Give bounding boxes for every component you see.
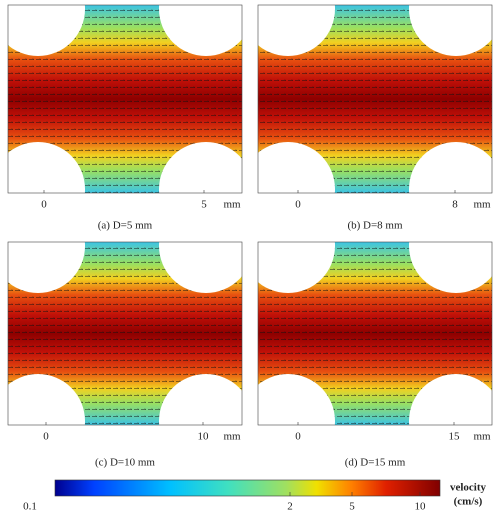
obstacle	[258, 5, 335, 56]
obstacle	[159, 5, 242, 56]
tick-label: 0	[43, 431, 49, 443]
panel: 0 5 mm (a) D=5 mm	[7, 4, 243, 232]
obstacle	[8, 5, 85, 56]
obstacle	[409, 142, 492, 193]
tick-label: 0	[41, 199, 47, 211]
panel-frame	[7, 241, 243, 426]
flow-field	[258, 5, 492, 193]
obstacle	[409, 374, 492, 425]
obstacle	[159, 242, 242, 293]
panel: 0 10 mm (c) D=10 mm	[7, 241, 243, 469]
obstacle	[8, 242, 85, 293]
obstacle	[258, 142, 335, 193]
obstacle	[258, 242, 335, 293]
panel-frame	[257, 241, 493, 426]
obstacle	[409, 242, 492, 293]
panel-frame	[257, 4, 493, 194]
flow-field	[8, 5, 242, 193]
obstacle	[409, 5, 492, 56]
colorbar: 0.1 2 5 10 velocity (cm/s)	[23, 479, 487, 513]
obstacle	[258, 374, 335, 425]
tick-label: 0	[295, 431, 301, 443]
obstacle	[8, 142, 85, 193]
caption: (b) D=8 mm	[347, 220, 403, 232]
panels: 0 5 mm (a) D=5 mm 0 8 mm (b) D=8 mm 0 10 mm (c) D=1…	[7, 4, 493, 469]
unit-label: mm	[223, 431, 241, 443]
caption: (d) D=15 mm	[345, 457, 406, 469]
tick-label: 15	[449, 431, 461, 443]
colorbar-label: velocity	[450, 482, 487, 494]
panel: 0 8 mm (b) D=8 mm	[257, 4, 493, 232]
colorbar-tick-label: 2	[287, 501, 293, 513]
tick-label: 10	[198, 431, 210, 443]
tick-label: 8	[452, 199, 458, 211]
panel: 0 15 mm (d) D=15 mm	[257, 241, 493, 469]
panel-frame	[7, 4, 243, 194]
unit-label: mm	[473, 199, 491, 211]
tick-label: 5	[201, 199, 207, 211]
colorbar-tick-label: 10	[415, 501, 427, 513]
caption: (a) D=5 mm	[98, 220, 153, 232]
colorbar-label: (cm/s)	[454, 496, 483, 508]
colorbar-tick-label: 0.1	[23, 501, 37, 513]
obstacle	[159, 142, 242, 193]
caption: (c) D=10 mm	[95, 457, 155, 469]
unit-label: mm	[473, 431, 491, 443]
colorbar-tick-label: 5	[349, 501, 355, 513]
flow-field	[258, 242, 492, 425]
obstacle	[8, 374, 85, 425]
flow-field	[8, 242, 242, 425]
obstacle	[159, 374, 242, 425]
tick-label: 0	[295, 199, 301, 211]
unit-label: mm	[223, 199, 241, 211]
colorbar-gradient	[54, 479, 441, 497]
